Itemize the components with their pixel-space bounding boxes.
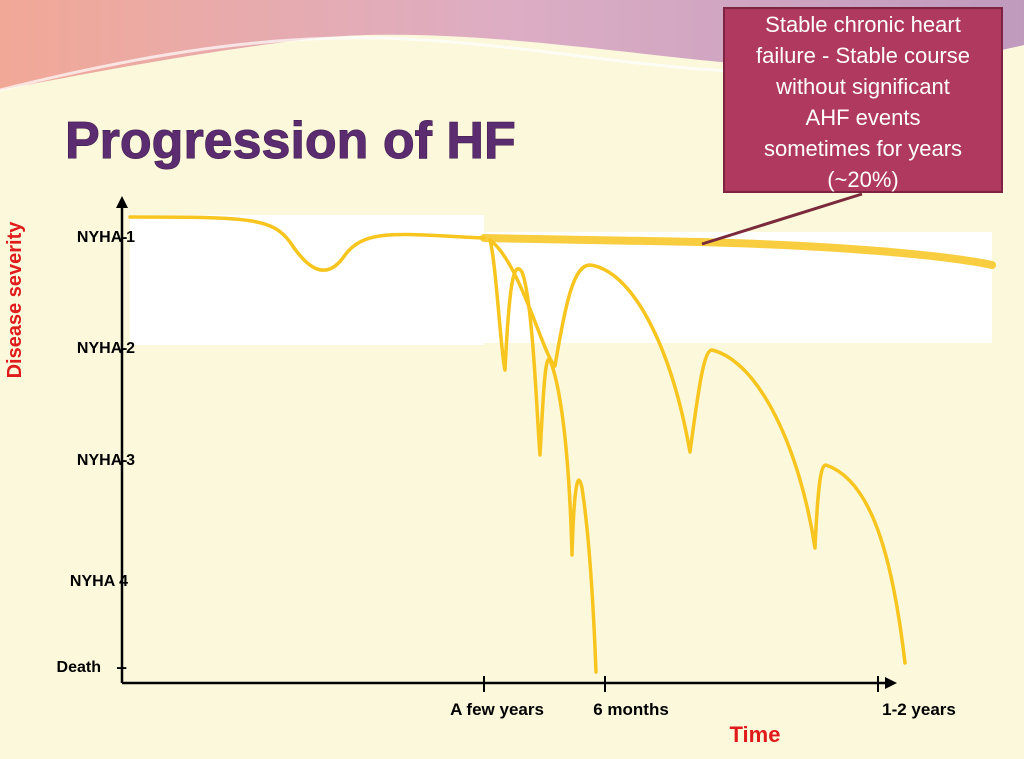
slide-title: Progression of HF — [65, 112, 516, 170]
callout-line: Stable chronic heart — [765, 12, 961, 37]
x-label: 6 months — [593, 700, 669, 719]
dash: - — [122, 340, 127, 357]
dash: - — [122, 229, 127, 246]
stable-zone — [484, 232, 992, 343]
y-level: NYHA 3 — [77, 452, 135, 469]
axis-arrow — [116, 196, 128, 208]
y-axis-title: Disease severity — [4, 221, 26, 379]
gradual-decline-curve — [488, 238, 907, 665]
x-label: 1-2 years — [882, 700, 956, 719]
x-axis-title: Time — [730, 722, 781, 747]
callout-line: (~20%) — [827, 167, 899, 192]
callout-box — [723, 7, 1003, 193]
stable-course — [480, 234, 996, 269]
axis-arrow — [885, 677, 897, 689]
rapid-decline-curve — [488, 238, 598, 674]
y-level-dash: -- — [116, 659, 127, 676]
callout-pointer — [701, 192, 863, 246]
y-level: NYHA 2 — [77, 340, 135, 357]
header-stripe — [0, 36, 761, 92]
callout-line: AHF events — [806, 105, 921, 130]
y-level: Death — [57, 659, 101, 676]
callout-line: without significant — [775, 74, 950, 99]
y-level: NYHA 1 — [77, 229, 135, 246]
dash: - — [122, 452, 127, 469]
y-dashes: - - - — [122, 229, 127, 469]
y-level: NYHA 4 — [70, 573, 128, 590]
course-curve — [128, 215, 486, 272]
callout-line: sometimes for years — [764, 136, 962, 161]
callout-line: failure - Stable course — [756, 43, 970, 68]
x-label: A few years — [450, 700, 544, 719]
